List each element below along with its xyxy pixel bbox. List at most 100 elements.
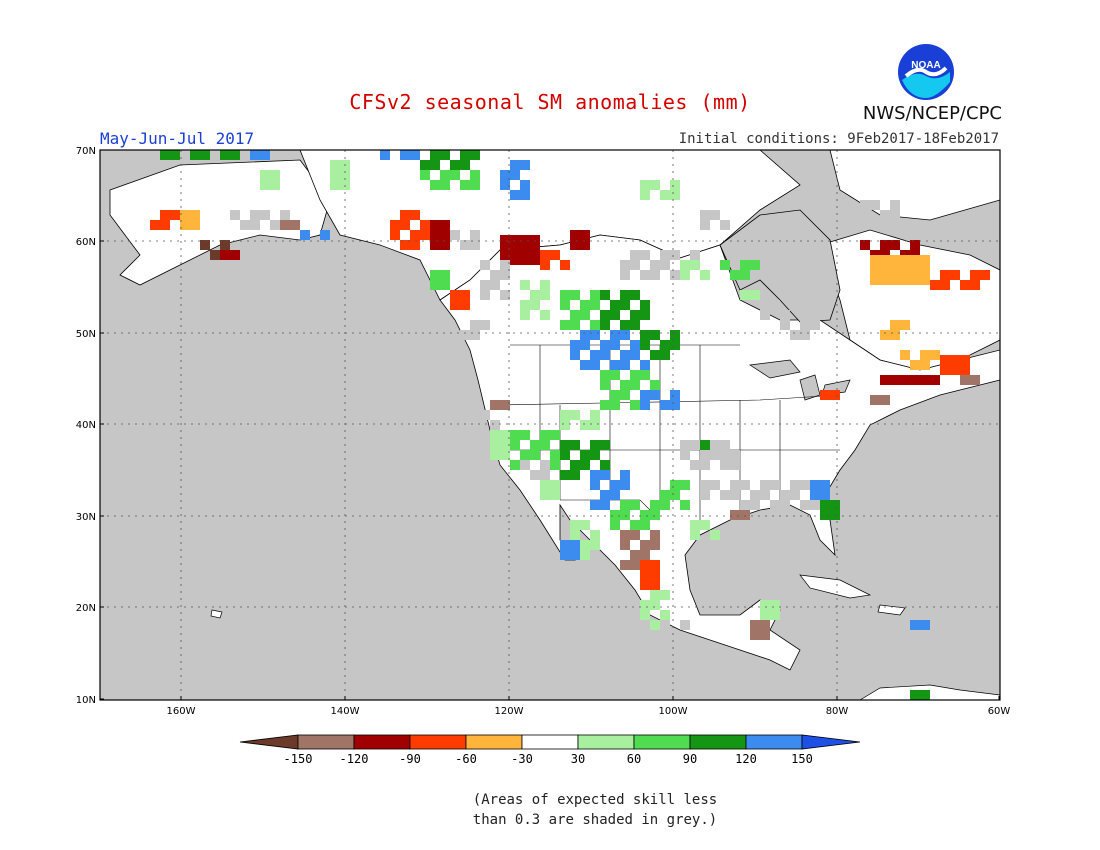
anomaly-cell [240, 220, 250, 230]
anomaly-cell [520, 255, 530, 265]
anomaly-cell [610, 340, 620, 350]
anomaly-cell [600, 380, 610, 390]
anomaly-cell [650, 560, 660, 570]
anomaly-cell [970, 375, 980, 385]
anomaly-cell [790, 490, 800, 500]
anomaly-cell [610, 520, 620, 530]
anomaly-cell [300, 230, 310, 240]
anomaly-cell [960, 375, 970, 385]
anomaly-cell [640, 580, 650, 590]
anomaly-cell [580, 520, 590, 530]
anomaly-cell [830, 510, 840, 520]
anomaly-cell [600, 400, 610, 410]
anomaly-cell [920, 620, 930, 630]
anomaly-cell [740, 270, 750, 280]
lon-tick-label: 160W [167, 706, 196, 717]
anomaly-cell [500, 430, 510, 440]
anomaly-cell [260, 210, 270, 220]
anomaly-cell [180, 210, 190, 220]
anomaly-cell [780, 310, 790, 320]
anomaly-cell [620, 390, 630, 400]
anomaly-cell [630, 320, 640, 330]
anomaly-cell [620, 330, 630, 340]
legend-swatch [689, 734, 747, 750]
anomaly-cell [400, 210, 410, 220]
chart-title: CFSv2 seasonal SM anomalies (mm) [349, 90, 751, 114]
anomaly-cell [660, 610, 670, 620]
anomaly-cell [510, 430, 520, 440]
anomaly-cell [730, 460, 740, 470]
anomaly-cell [530, 255, 540, 265]
anomaly-cell [500, 235, 510, 245]
anomaly-cell [580, 230, 590, 240]
anomaly-cell [430, 220, 440, 230]
anomaly-cell [870, 200, 880, 210]
anomaly-cell [890, 255, 900, 265]
anomaly-cell [800, 500, 810, 510]
anomaly-cell [910, 690, 920, 700]
anomaly-cell [500, 180, 510, 190]
anomaly-cell [630, 290, 640, 300]
anomaly-cell [540, 460, 550, 470]
color-legend: -150 -120 -90 -60 -30 30 60 90 120 150 [239, 734, 861, 766]
anomaly-cell [610, 480, 620, 490]
anomaly-cell [760, 610, 770, 620]
legend-swatch [297, 734, 355, 750]
anomaly-cell [630, 260, 640, 270]
anomaly-cell [660, 260, 670, 270]
anomaly-cell [420, 230, 430, 240]
anomaly-cell [650, 540, 660, 550]
anomaly-cell [880, 375, 890, 385]
anomaly-cell [690, 250, 700, 260]
anomaly-cell [250, 220, 260, 230]
anomaly-cell [910, 255, 920, 265]
anomaly-cell [900, 375, 910, 385]
anomaly-cell [640, 550, 650, 560]
anomaly-cell [520, 300, 530, 310]
anomaly-cell [590, 290, 600, 300]
anomaly-cell [700, 460, 710, 470]
anomaly-cell [400, 240, 410, 250]
anomaly-cell [570, 290, 580, 300]
anomaly-cell [650, 620, 660, 630]
anomaly-cell [670, 490, 680, 500]
anomaly-cell [650, 390, 660, 400]
anomaly-cell [640, 520, 650, 530]
anomaly-cell [630, 250, 640, 260]
agency-label: NWS/NCEP/CPC [862, 103, 1002, 124]
anomaly-cell [600, 340, 610, 350]
anomaly-cell [630, 560, 640, 570]
anomaly-cell [490, 430, 500, 440]
legend-swatch [353, 734, 411, 750]
anomaly-cell [600, 460, 610, 470]
anomaly-cell [580, 310, 590, 320]
anomaly-cell [560, 440, 570, 450]
anomaly-cell [650, 570, 660, 580]
anomaly-cell [740, 510, 750, 520]
anomaly-cell [660, 490, 670, 500]
legend-label: -120 [340, 752, 369, 766]
anomaly-cell [890, 320, 900, 330]
anomaly-cell [280, 210, 290, 220]
anomaly-cell [620, 380, 630, 390]
anomaly-cell [730, 270, 740, 280]
anomaly-cell [190, 180, 200, 190]
anomaly-cell [940, 355, 950, 365]
anomaly-cell [630, 350, 640, 360]
anomaly-cell [890, 265, 900, 275]
legend-swatch [409, 734, 467, 750]
anomaly-cell [620, 480, 630, 490]
anomaly-cell [640, 270, 650, 280]
anomaly-cell [640, 190, 650, 200]
anomaly-cell [750, 500, 760, 510]
anomaly-cell [470, 420, 480, 430]
anomaly-cell [630, 310, 640, 320]
anomaly-cell [490, 270, 500, 280]
anomaly-cell [940, 365, 950, 375]
anomaly-cell [530, 300, 540, 310]
anomaly-cell [470, 180, 480, 190]
anomaly-cell [700, 450, 710, 460]
anomaly-cell [530, 290, 540, 300]
lat-tick-label: 70N [76, 146, 96, 157]
anomaly-cell [720, 460, 730, 470]
